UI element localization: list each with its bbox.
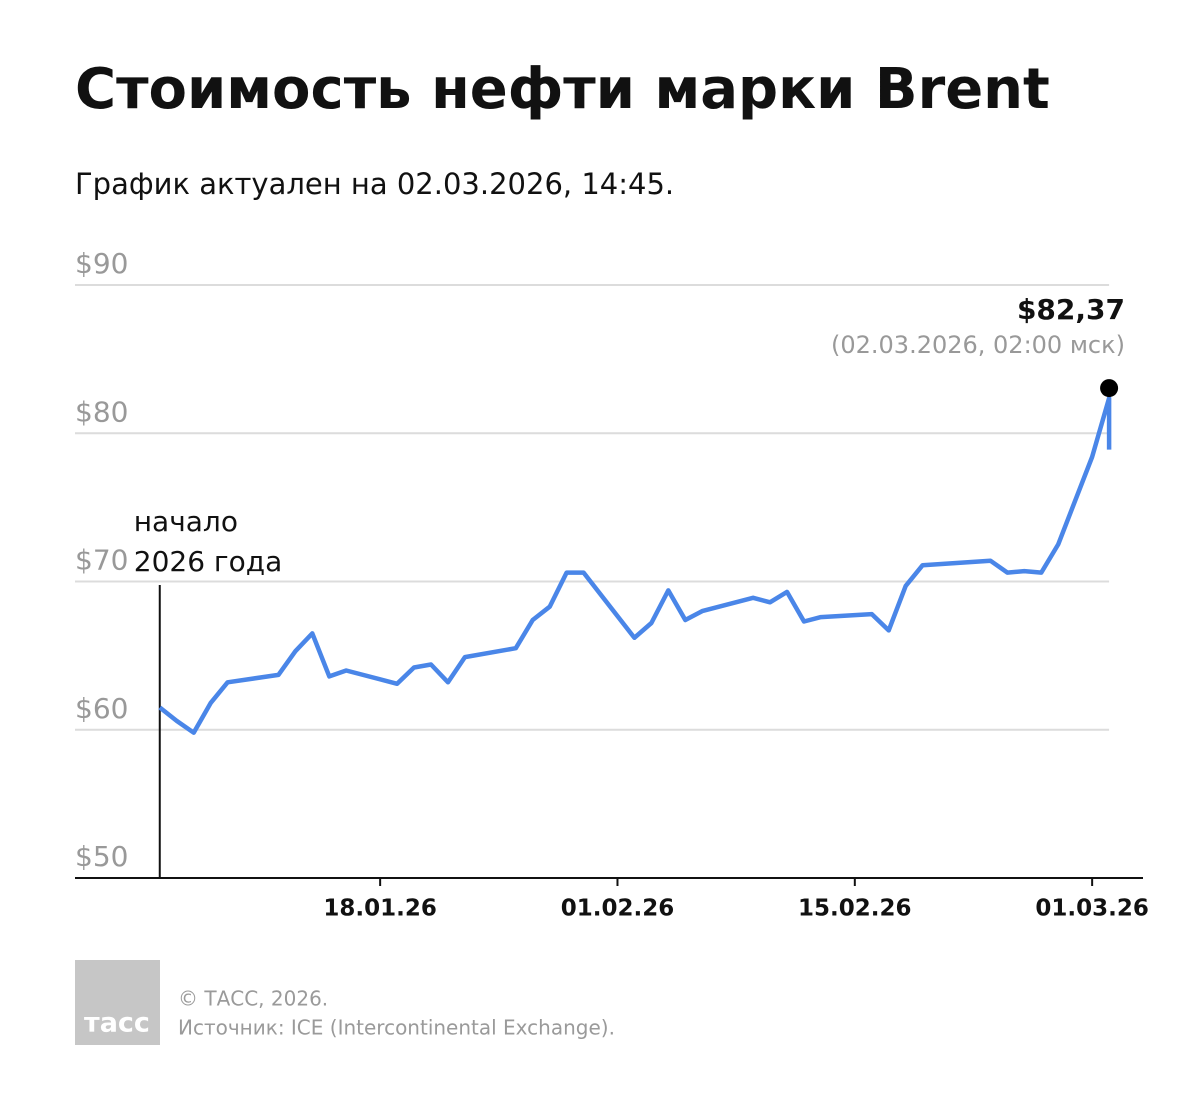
point-note: (02.03.2026, 02:00 мск) [831,331,1125,359]
annotation-text: 2026 года [134,545,283,578]
x-tick-label: 18.01.26 [323,896,437,922]
y-tick-label: $60 [75,692,128,725]
chart-subtitle: График актуален на 02.03.2026, 14:45. [75,167,674,201]
y-tick-label: $90 [75,247,128,280]
highlight-point [1100,379,1119,398]
chart-title: Стоимость нефти марки Brent [75,57,1050,122]
logo-text: тасс [84,1008,150,1039]
y-tick-label: $80 [75,395,128,428]
y-tick-label: $50 [75,840,128,873]
x-tick-label: 01.02.26 [561,896,675,922]
annotation-text: начало [134,505,238,538]
copyright: © ТАСС, 2026. [178,987,328,1011]
y-tick-label: $70 [75,544,128,577]
price-line [158,395,1112,735]
source: Источник: ICE (Intercontinental Exchange… [178,1016,615,1040]
value-label: $82,37 [1017,293,1125,326]
x-tick-label: 15.02.26 [798,896,912,922]
x-tick-label: 01.03.26 [1035,896,1149,922]
logo-box [75,960,160,1045]
